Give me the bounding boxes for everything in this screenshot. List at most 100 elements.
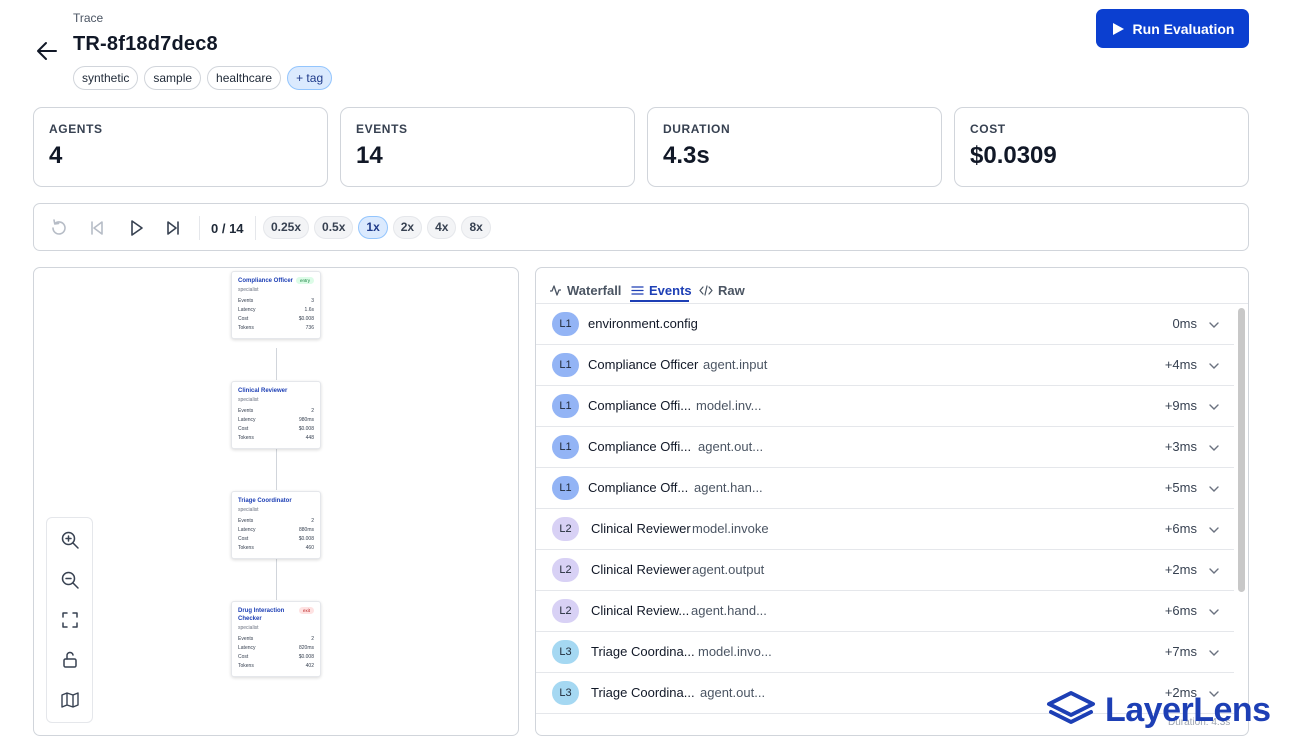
run-evaluation-label: Run Evaluation (1132, 20, 1235, 37)
event-type: agent.out... (698, 439, 764, 454)
tag-chip[interactable]: sample (144, 66, 202, 90)
event-type: agent.output (692, 562, 765, 577)
play-icon[interactable] (126, 218, 146, 238)
graph-controls (46, 517, 93, 723)
page-title: TR-8f18d7dec8 (73, 33, 218, 55)
event-time: 0ms (1172, 316, 1197, 331)
chevron-down-icon (1209, 363, 1219, 369)
map-icon[interactable] (60, 690, 80, 710)
event-row[interactable]: L2 Clinical Review... agent.hand... +6ms (536, 591, 1234, 632)
speed-option-active[interactable]: 1x (358, 216, 388, 239)
tag-list: synthetic sample healthcare + tag (73, 66, 333, 90)
chevron-down-icon (1209, 445, 1219, 451)
event-row[interactable]: L1 Compliance Offi... model.inv... +9ms (536, 386, 1234, 427)
tag-chip[interactable]: synthetic (73, 66, 139, 90)
node-stat-label: Tokens (238, 663, 254, 669)
stat-value: 14 (356, 142, 383, 169)
chevron-down-icon (1209, 404, 1219, 410)
event-row[interactable]: L2 Clinical Reviewer agent.output +2ms (536, 550, 1234, 591)
reset-icon[interactable] (49, 218, 69, 238)
event-time: +3ms (1164, 439, 1197, 454)
tab-label: Events (649, 282, 692, 298)
chevron-down-icon (1209, 609, 1219, 615)
code-icon (699, 284, 713, 296)
fit-view-icon[interactable] (60, 610, 80, 630)
unlock-icon[interactable] (60, 650, 80, 670)
agent-node[interactable]: Clinical Reviewer specialist Events 2 Lat… (231, 381, 321, 449)
run-evaluation-button[interactable]: Run Evaluation (1096, 9, 1249, 48)
node-stat-label: Latency (238, 307, 256, 313)
node-stat-label: Latency (238, 417, 256, 423)
event-type: agent.out... (700, 685, 766, 700)
node-stat-label: Cost (238, 654, 249, 660)
speed-option[interactable]: 8x (461, 216, 491, 239)
node-name: Clinical Reviewer (238, 388, 288, 394)
chevron-down-icon (1209, 691, 1219, 697)
node-stat-value: 448 (305, 435, 314, 441)
event-type: model.inv... (696, 398, 762, 413)
event-time: +9ms (1164, 398, 1197, 413)
node-stat-value: 736 (305, 325, 314, 331)
agent-graph-canvas[interactable]: Compliance Officer entry specialist Event… (33, 267, 519, 736)
divider (255, 216, 256, 240)
level-badge: L2 (552, 599, 579, 623)
tab-waterfall[interactable]: Waterfall (549, 278, 621, 302)
node-stat-label: Cost (238, 536, 249, 542)
stat-card-cost: COST $0.0309 (954, 107, 1249, 187)
event-agent: Clinical Reviewer (591, 562, 691, 577)
node-stat-label: Events (238, 518, 254, 524)
tab-events[interactable]: Events (631, 278, 692, 302)
layerlens-logo: LayerLens (1045, 690, 1271, 730)
node-stat-value: 2 (311, 518, 314, 524)
tab-raw[interactable]: Raw (699, 278, 745, 302)
node-stat-value: 2 (311, 408, 314, 414)
event-row[interactable]: L3 Triage Coordina... model.invo... +7ms (536, 632, 1234, 673)
event-time: +4ms (1164, 357, 1197, 372)
zoom-out-icon[interactable] (60, 570, 80, 590)
event-row[interactable]: L3 Triage Coordina... agent.out... +2ms (536, 673, 1234, 714)
event-row[interactable]: L2 Clinical Reviewer model.invoke +6ms (536, 509, 1234, 550)
layers-logo-icon (1047, 691, 1095, 724)
event-agent: Clinical Review... (591, 603, 690, 618)
agent-node[interactable]: Triage Coordinator specialist Events 2 La… (231, 491, 321, 559)
graph-edge (276, 448, 277, 490)
event-row[interactable]: L1 Compliance Off... agent.han... +5ms (536, 468, 1234, 509)
event-list: L1 environment.config 0ms L1 Compliance … (536, 304, 1234, 714)
zoom-in-icon[interactable] (60, 530, 80, 550)
speed-option[interactable]: 4x (427, 216, 457, 239)
tag-chip[interactable]: healthcare (207, 66, 282, 90)
level-badge: L1 (552, 476, 579, 500)
event-type: agent.han... (694, 480, 763, 495)
agent-node[interactable]: Drug Interaction Checker exit specialist … (231, 601, 321, 677)
event-row[interactable]: L1 Compliance Offi... agent.out... +3ms (536, 427, 1234, 468)
speed-selector: 0.25x 0.5x 1x 2x 4x 8x (263, 216, 491, 239)
level-badge: L1 (552, 435, 579, 459)
event-row[interactable]: L1 environment.config 0ms (536, 304, 1234, 345)
speed-option[interactable]: 2x (392, 216, 423, 239)
skip-forward-icon[interactable] (163, 218, 183, 238)
speed-option[interactable]: 0.25x (263, 216, 310, 239)
stat-label: COST (970, 122, 1006, 136)
node-stat-value: $0.008 (298, 316, 314, 322)
node-role: specialist (238, 397, 259, 403)
agent-node[interactable]: Compliance Officer entry specialist Event… (231, 271, 321, 339)
event-row[interactable]: L1 Compliance Officer agent.input +4ms (536, 345, 1234, 386)
logo-text: LayerLens (1105, 690, 1271, 729)
level-badge: L3 (552, 640, 579, 664)
event-time: +2ms (1164, 562, 1197, 577)
skip-back-icon[interactable] (87, 218, 107, 238)
chevron-down-icon (1209, 568, 1219, 574)
event-type: model.invoke (692, 521, 769, 536)
scrollbar-thumb[interactable] (1238, 308, 1245, 592)
divider (199, 216, 200, 240)
node-stat-value: 980ms (298, 417, 314, 423)
level-badge: L1 (552, 353, 579, 377)
node-role: specialist (238, 507, 259, 513)
node-role: specialist (238, 625, 259, 631)
back-arrow-icon[interactable] (34, 38, 60, 64)
event-counter: 0 / 14 (211, 221, 244, 236)
add-tag-button[interactable]: + tag (287, 66, 333, 90)
node-stat-value: $0.008 (298, 654, 314, 660)
speed-option[interactable]: 0.5x (314, 216, 354, 239)
node-stat-value: 820ms (298, 645, 314, 651)
